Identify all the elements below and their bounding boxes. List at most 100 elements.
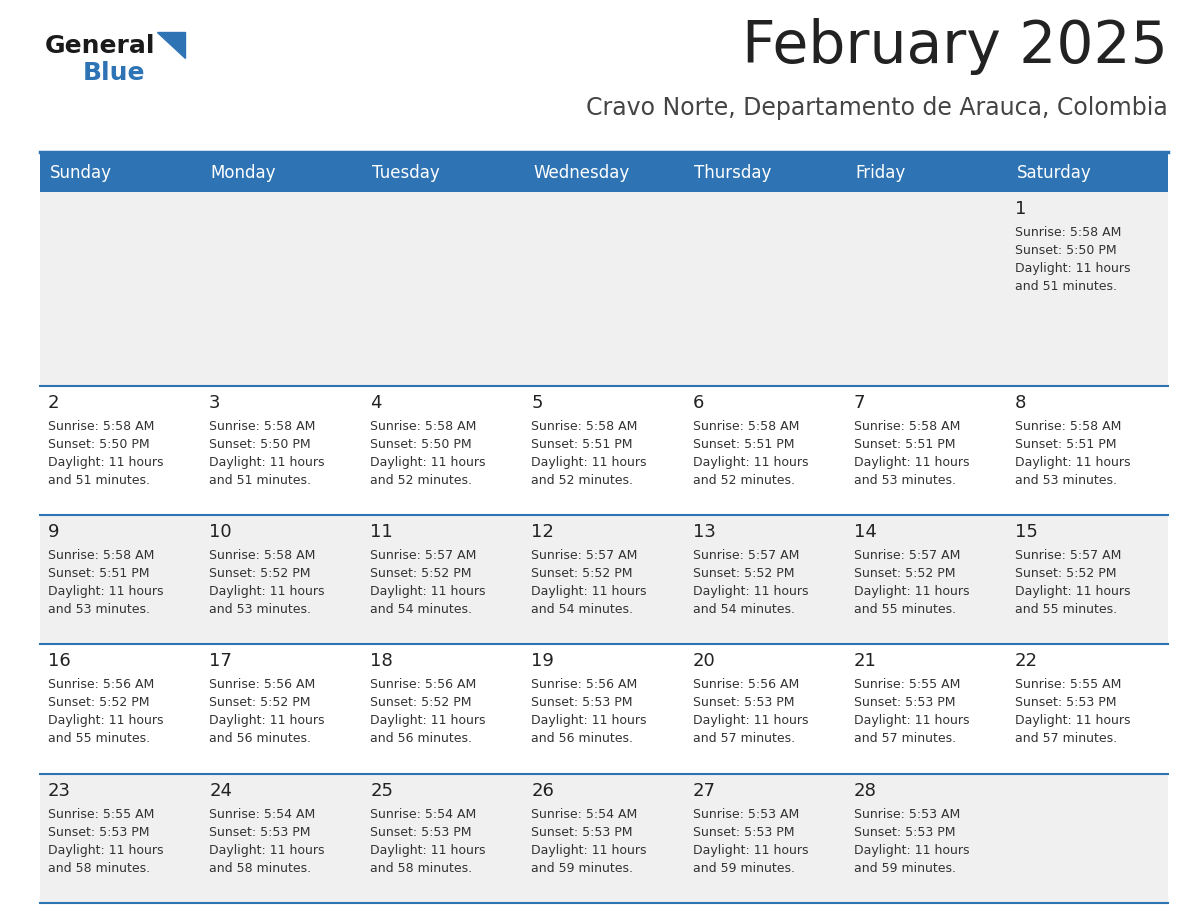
Text: and 59 minutes.: and 59 minutes. [854, 862, 955, 875]
Text: Sunrise: 5:57 AM: Sunrise: 5:57 AM [693, 549, 800, 562]
Text: Daylight: 11 hours: Daylight: 11 hours [371, 585, 486, 599]
Text: 15: 15 [1015, 523, 1038, 542]
Text: Sunset: 5:52 PM: Sunset: 5:52 PM [531, 567, 633, 580]
Text: 4: 4 [371, 394, 381, 412]
Text: and 52 minutes.: and 52 minutes. [531, 474, 633, 487]
Text: Sunrise: 5:58 AM: Sunrise: 5:58 AM [854, 420, 960, 433]
Text: Daylight: 11 hours: Daylight: 11 hours [1015, 262, 1130, 275]
Text: 24: 24 [209, 782, 232, 800]
Text: Daylight: 11 hours: Daylight: 11 hours [209, 585, 324, 599]
Text: Sunrise: 5:58 AM: Sunrise: 5:58 AM [209, 549, 316, 562]
Text: 9: 9 [48, 523, 59, 542]
Text: 16: 16 [48, 653, 71, 670]
Text: Sunset: 5:52 PM: Sunset: 5:52 PM [693, 567, 794, 580]
Text: Daylight: 11 hours: Daylight: 11 hours [693, 714, 808, 727]
Text: 19: 19 [531, 653, 555, 670]
Text: Sunset: 5:51 PM: Sunset: 5:51 PM [854, 438, 955, 451]
Text: Thursday: Thursday [694, 164, 772, 182]
Text: and 55 minutes.: and 55 minutes. [48, 733, 150, 745]
Text: Sunset: 5:51 PM: Sunset: 5:51 PM [693, 438, 794, 451]
Text: Sunrise: 5:54 AM: Sunrise: 5:54 AM [371, 808, 476, 821]
Text: and 56 minutes.: and 56 minutes. [209, 733, 311, 745]
Text: Sunset: 5:53 PM: Sunset: 5:53 PM [209, 825, 310, 839]
Text: Sunset: 5:50 PM: Sunset: 5:50 PM [209, 438, 311, 451]
Text: Daylight: 11 hours: Daylight: 11 hours [48, 844, 164, 856]
Text: Daylight: 11 hours: Daylight: 11 hours [854, 844, 969, 856]
Text: and 56 minutes.: and 56 minutes. [531, 733, 633, 745]
Text: Sunrise: 5:56 AM: Sunrise: 5:56 AM [371, 678, 476, 691]
Text: Daylight: 11 hours: Daylight: 11 hours [371, 714, 486, 727]
Bar [201, 154, 362, 192]
Text: Sunset: 5:53 PM: Sunset: 5:53 PM [854, 697, 955, 710]
Text: Daylight: 11 hours: Daylight: 11 hours [531, 714, 647, 727]
Text: 7: 7 [854, 394, 865, 412]
Text: Daylight: 11 hours: Daylight: 11 hours [371, 456, 486, 469]
Text: Sunset: 5:52 PM: Sunset: 5:52 PM [1015, 567, 1117, 580]
Text: Daylight: 11 hours: Daylight: 11 hours [48, 456, 164, 469]
Text: Daylight: 11 hours: Daylight: 11 hours [531, 456, 647, 469]
Text: Sunset: 5:52 PM: Sunset: 5:52 PM [854, 567, 955, 580]
Text: Friday: Friday [855, 164, 905, 182]
Text: Sunrise: 5:56 AM: Sunrise: 5:56 AM [209, 678, 315, 691]
Text: Sunrise: 5:58 AM: Sunrise: 5:58 AM [1015, 226, 1121, 239]
Text: Sunrise: 5:53 AM: Sunrise: 5:53 AM [854, 808, 960, 821]
Text: and 54 minutes.: and 54 minutes. [371, 603, 473, 616]
Text: Sunrise: 5:57 AM: Sunrise: 5:57 AM [371, 549, 476, 562]
Bar [1007, 154, 1168, 192]
Text: Sunrise: 5:56 AM: Sunrise: 5:56 AM [531, 678, 638, 691]
Text: and 59 minutes.: and 59 minutes. [693, 862, 795, 875]
Text: Daylight: 11 hours: Daylight: 11 hours [48, 714, 164, 727]
Text: Sunrise: 5:54 AM: Sunrise: 5:54 AM [531, 808, 638, 821]
Text: Cravo Norte, Departamento de Arauca, Colombia: Cravo Norte, Departamento de Arauca, Col… [586, 96, 1168, 120]
Text: and 53 minutes.: and 53 minutes. [209, 603, 311, 616]
Text: Sunset: 5:52 PM: Sunset: 5:52 PM [209, 567, 310, 580]
Text: and 58 minutes.: and 58 minutes. [209, 862, 311, 875]
Text: and 51 minutes.: and 51 minutes. [48, 474, 150, 487]
Text: Sunrise: 5:55 AM: Sunrise: 5:55 AM [854, 678, 960, 691]
Text: Sunrise: 5:53 AM: Sunrise: 5:53 AM [693, 808, 798, 821]
Text: and 54 minutes.: and 54 minutes. [693, 603, 795, 616]
Text: Sunrise: 5:55 AM: Sunrise: 5:55 AM [1015, 678, 1121, 691]
Text: Sunrise: 5:58 AM: Sunrise: 5:58 AM [209, 420, 316, 433]
Text: Sunrise: 5:54 AM: Sunrise: 5:54 AM [209, 808, 315, 821]
Text: Sunset: 5:53 PM: Sunset: 5:53 PM [48, 825, 150, 839]
Text: Sunrise: 5:58 AM: Sunrise: 5:58 AM [371, 420, 476, 433]
Text: Sunrise: 5:58 AM: Sunrise: 5:58 AM [48, 420, 154, 433]
Text: Daylight: 11 hours: Daylight: 11 hours [854, 714, 969, 727]
Text: and 56 minutes.: and 56 minutes. [371, 733, 473, 745]
Text: Sunset: 5:52 PM: Sunset: 5:52 PM [48, 697, 150, 710]
Text: and 58 minutes.: and 58 minutes. [371, 862, 473, 875]
Text: Sunday: Sunday [50, 164, 112, 182]
Text: Sunset: 5:50 PM: Sunset: 5:50 PM [48, 438, 150, 451]
Text: and 57 minutes.: and 57 minutes. [1015, 733, 1117, 745]
Text: Sunrise: 5:56 AM: Sunrise: 5:56 AM [693, 678, 798, 691]
Text: Daylight: 11 hours: Daylight: 11 hours [1015, 585, 1130, 599]
Text: Daylight: 11 hours: Daylight: 11 hours [209, 844, 324, 856]
Text: 28: 28 [854, 782, 877, 800]
Bar [362, 154, 524, 192]
Text: 13: 13 [693, 523, 715, 542]
Bar [40, 774, 1168, 903]
Text: Daylight: 11 hours: Daylight: 11 hours [209, 456, 324, 469]
Text: Sunset: 5:51 PM: Sunset: 5:51 PM [531, 438, 633, 451]
Text: and 58 minutes.: and 58 minutes. [48, 862, 150, 875]
Text: 8: 8 [1015, 394, 1026, 412]
Text: and 53 minutes.: and 53 minutes. [854, 474, 955, 487]
Text: Sunset: 5:50 PM: Sunset: 5:50 PM [1015, 244, 1117, 257]
Polygon shape [157, 32, 185, 58]
Text: Sunrise: 5:57 AM: Sunrise: 5:57 AM [1015, 549, 1121, 562]
Text: Sunset: 5:53 PM: Sunset: 5:53 PM [531, 697, 633, 710]
Text: Sunrise: 5:58 AM: Sunrise: 5:58 AM [531, 420, 638, 433]
Text: 1: 1 [1015, 200, 1026, 218]
Text: 11: 11 [371, 523, 393, 542]
Text: Sunset: 5:52 PM: Sunset: 5:52 PM [371, 567, 472, 580]
Text: and 51 minutes.: and 51 minutes. [209, 474, 311, 487]
Text: Daylight: 11 hours: Daylight: 11 hours [209, 714, 324, 727]
Text: Sunset: 5:53 PM: Sunset: 5:53 PM [371, 825, 472, 839]
Text: Sunset: 5:51 PM: Sunset: 5:51 PM [1015, 438, 1117, 451]
Text: 23: 23 [48, 782, 71, 800]
Text: Sunset: 5:52 PM: Sunset: 5:52 PM [371, 697, 472, 710]
Text: and 59 minutes.: and 59 minutes. [531, 862, 633, 875]
Text: Sunrise: 5:58 AM: Sunrise: 5:58 AM [48, 549, 154, 562]
Text: Daylight: 11 hours: Daylight: 11 hours [531, 585, 647, 599]
